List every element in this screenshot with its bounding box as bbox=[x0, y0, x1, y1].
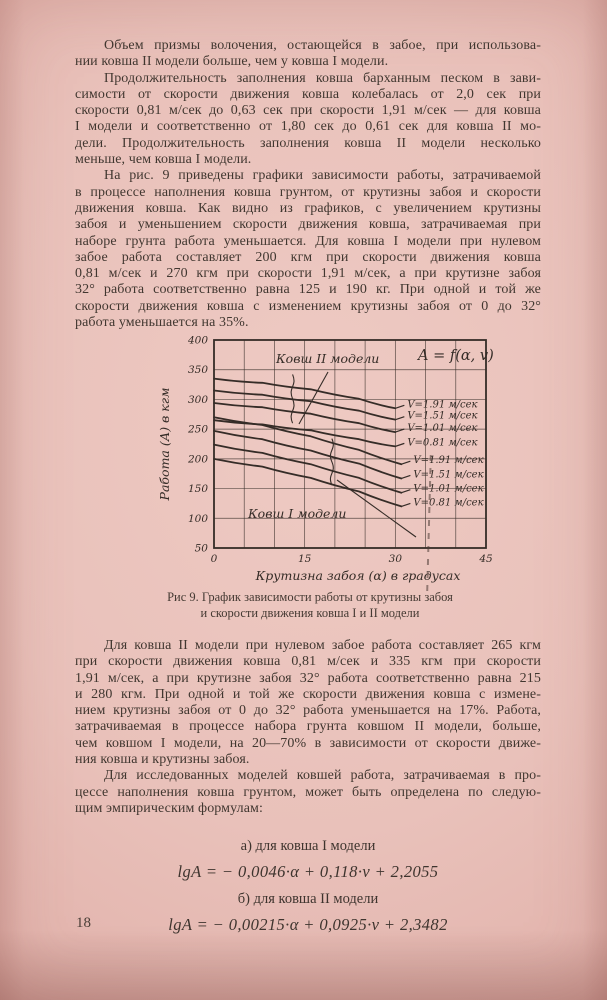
text-line: скорости движения ковша с изменением кру… bbox=[75, 298, 541, 314]
text-line: забоя и уменьшением скорости движения ко… bbox=[75, 217, 541, 233]
svg-text:50: 50 bbox=[195, 543, 209, 555]
svg-text:200: 200 bbox=[187, 453, 208, 465]
svg-text:V=1.01 м/сек: V=1.01 м/сек bbox=[413, 484, 483, 495]
formula-a: lgA = − 0,0046·α + 0,118·v + 2,2055 bbox=[177, 862, 439, 881]
text-line: нием крутизны забоя от 0 до 32° работа у… bbox=[75, 703, 541, 719]
text-line: 0,81 м/сек и 270 кгм при скорости 1,91 м… bbox=[75, 266, 541, 282]
svg-text:Ковш II модели: Ковш II модели bbox=[275, 351, 379, 366]
text-line: и 280 кгм. При одной и той же скорости д… bbox=[75, 686, 541, 702]
text-line: Для ковша II модели при нулевом забое ра… bbox=[104, 638, 541, 653]
svg-text:30: 30 bbox=[389, 553, 403, 565]
svg-text:V=0.81 м/сек: V=0.81 м/сек bbox=[407, 437, 477, 448]
svg-text:V=0.81 м/сек: V=0.81 м/сек bbox=[413, 497, 483, 508]
text-line: щим эмпирическим формулам: bbox=[75, 800, 263, 816]
text-line: Рис 9. График зависимости работы от крут… bbox=[167, 590, 453, 604]
figure-9-chart: 400 350 300 250 200 150 100 50 0 15 30 45 Крутизна з… bbox=[156, 332, 508, 588]
text-line: Для исследованных моделей ковшей работа,… bbox=[104, 768, 541, 784]
text-line: затрачиваемая в процессе набора грунта к… bbox=[75, 719, 541, 735]
svg-text:45: 45 bbox=[478, 553, 493, 565]
svg-text:V=1.01 м/сек: V=1.01 м/сек bbox=[407, 423, 477, 434]
svg-text:V=1.51 м/сек: V=1.51 м/сек bbox=[413, 469, 483, 480]
paragraph-volume-prism: Объем призмы волочения, остающейся в заб… bbox=[75, 38, 541, 71]
text-line: и скорости движения ковша I и II модели bbox=[200, 605, 420, 620]
text-line: Продолжительность заполнения ковша барха… bbox=[104, 70, 541, 86]
formula-b-label: б) для ковша II модели bbox=[237, 891, 379, 907]
text-line: забое работа составляет 200 кгм при скор… bbox=[75, 249, 541, 265]
text-line: скорости 0,81 м/сек до 0,63 сек при скор… bbox=[75, 103, 541, 119]
paragraph-model2-results: Для ковша II модели при нулевом забое ра… bbox=[75, 638, 541, 768]
svg-text:V=1.91 м/сек: V=1.91 м/сек bbox=[413, 455, 483, 466]
text-line: 32° работа соответственно равна 125 и 19… bbox=[75, 282, 541, 298]
text-line: в процессе наполнения ковша грунтом, от … bbox=[75, 184, 541, 200]
text-line: наборе грунта работа уменьшается. Для ко… bbox=[75, 233, 541, 249]
text-line: дели. Продолжительность заполнения ковша… bbox=[75, 135, 541, 151]
text-line: чем ковшом I модели, на 20—70% в зависим… bbox=[75, 735, 541, 751]
svg-text:Работа (А) в кгм: Работа (А) в кгм bbox=[157, 388, 172, 502]
work-vs-slope-chart: 400 350 300 250 200 150 100 500 15 30 45 Крутизна з… bbox=[157, 335, 494, 584]
svg-text:250: 250 bbox=[187, 424, 208, 436]
upper-text-block: Объем призмы волочения, остающейся в заб… bbox=[75, 38, 541, 331]
text-line: Объем призмы волочения, остающейся в заб… bbox=[104, 38, 541, 53]
formula-b: lgA = − 0,00215·α + 0,0925·v + 2,3482 bbox=[168, 915, 448, 934]
text-line: нии ковша II модели больше, чем у ковша … bbox=[75, 54, 389, 70]
formulas-block: а) для ковша I модели lgA = − 0,0046·α +… bbox=[75, 838, 541, 944]
figure-caption: Рис 9. График зависимости работы от крут… bbox=[85, 590, 535, 621]
text-line: ния ковша и крутизны забоя. bbox=[75, 752, 250, 768]
svg-text:V=1.91 м/сек: V=1.91 м/сек bbox=[407, 399, 477, 410]
text-line: цессе наполнения ковша грунтом, может бы… bbox=[75, 784, 541, 800]
paragraph-fig9-discussion: На рис. 9 приведены графики зависимости … bbox=[75, 168, 541, 331]
svg-text:Крутизна забоя (α) в градусах: Крутизна забоя (α) в градусах bbox=[255, 568, 461, 583]
svg-text:400: 400 bbox=[187, 335, 208, 347]
text-line: меньше, чем ковша I модели. bbox=[75, 152, 252, 168]
svg-text:0: 0 bbox=[211, 553, 218, 565]
formula-a-label: а) для ковша I модели bbox=[240, 838, 376, 854]
paragraph-fill-duration: Продолжительность заполнения ковша барха… bbox=[75, 71, 541, 169]
text-line: симости от скорости движения ковша колеб… bbox=[75, 86, 541, 102]
text-line: при скорости движения ковша 0,81 м/сек и… bbox=[75, 654, 541, 670]
text-line: I модели и соответственно от 1,80 сек до… bbox=[75, 119, 541, 135]
lower-text-block: Для ковша II модели при нулевом забое ра… bbox=[75, 638, 541, 817]
svg-text:350: 350 bbox=[188, 364, 208, 376]
text-line: 1,91 м/сек, а при крутизне забоя 32° раб… bbox=[75, 670, 541, 686]
svg-text:300: 300 bbox=[188, 394, 208, 406]
paragraph-empirical-intro: Для исследованных моделей ковшей работа,… bbox=[75, 768, 541, 817]
text-line: движения ковша. Как видно из графиков, с… bbox=[75, 200, 541, 216]
text-line: работа уменьшается на 35%. bbox=[75, 315, 249, 331]
svg-text:V=1.51 м/сек: V=1.51 м/сек bbox=[407, 411, 477, 422]
svg-text:15: 15 bbox=[298, 553, 312, 565]
svg-text:Ковш I модели: Ковш I модели bbox=[247, 506, 346, 521]
page-number: 18 bbox=[76, 915, 91, 931]
svg-text:A = f(α, v): A = f(α, v) bbox=[416, 348, 494, 364]
text-line: На рис. 9 приведены графики зависимости … bbox=[104, 168, 541, 184]
svg-text:150: 150 bbox=[188, 483, 208, 495]
svg-text:100: 100 bbox=[188, 513, 208, 525]
